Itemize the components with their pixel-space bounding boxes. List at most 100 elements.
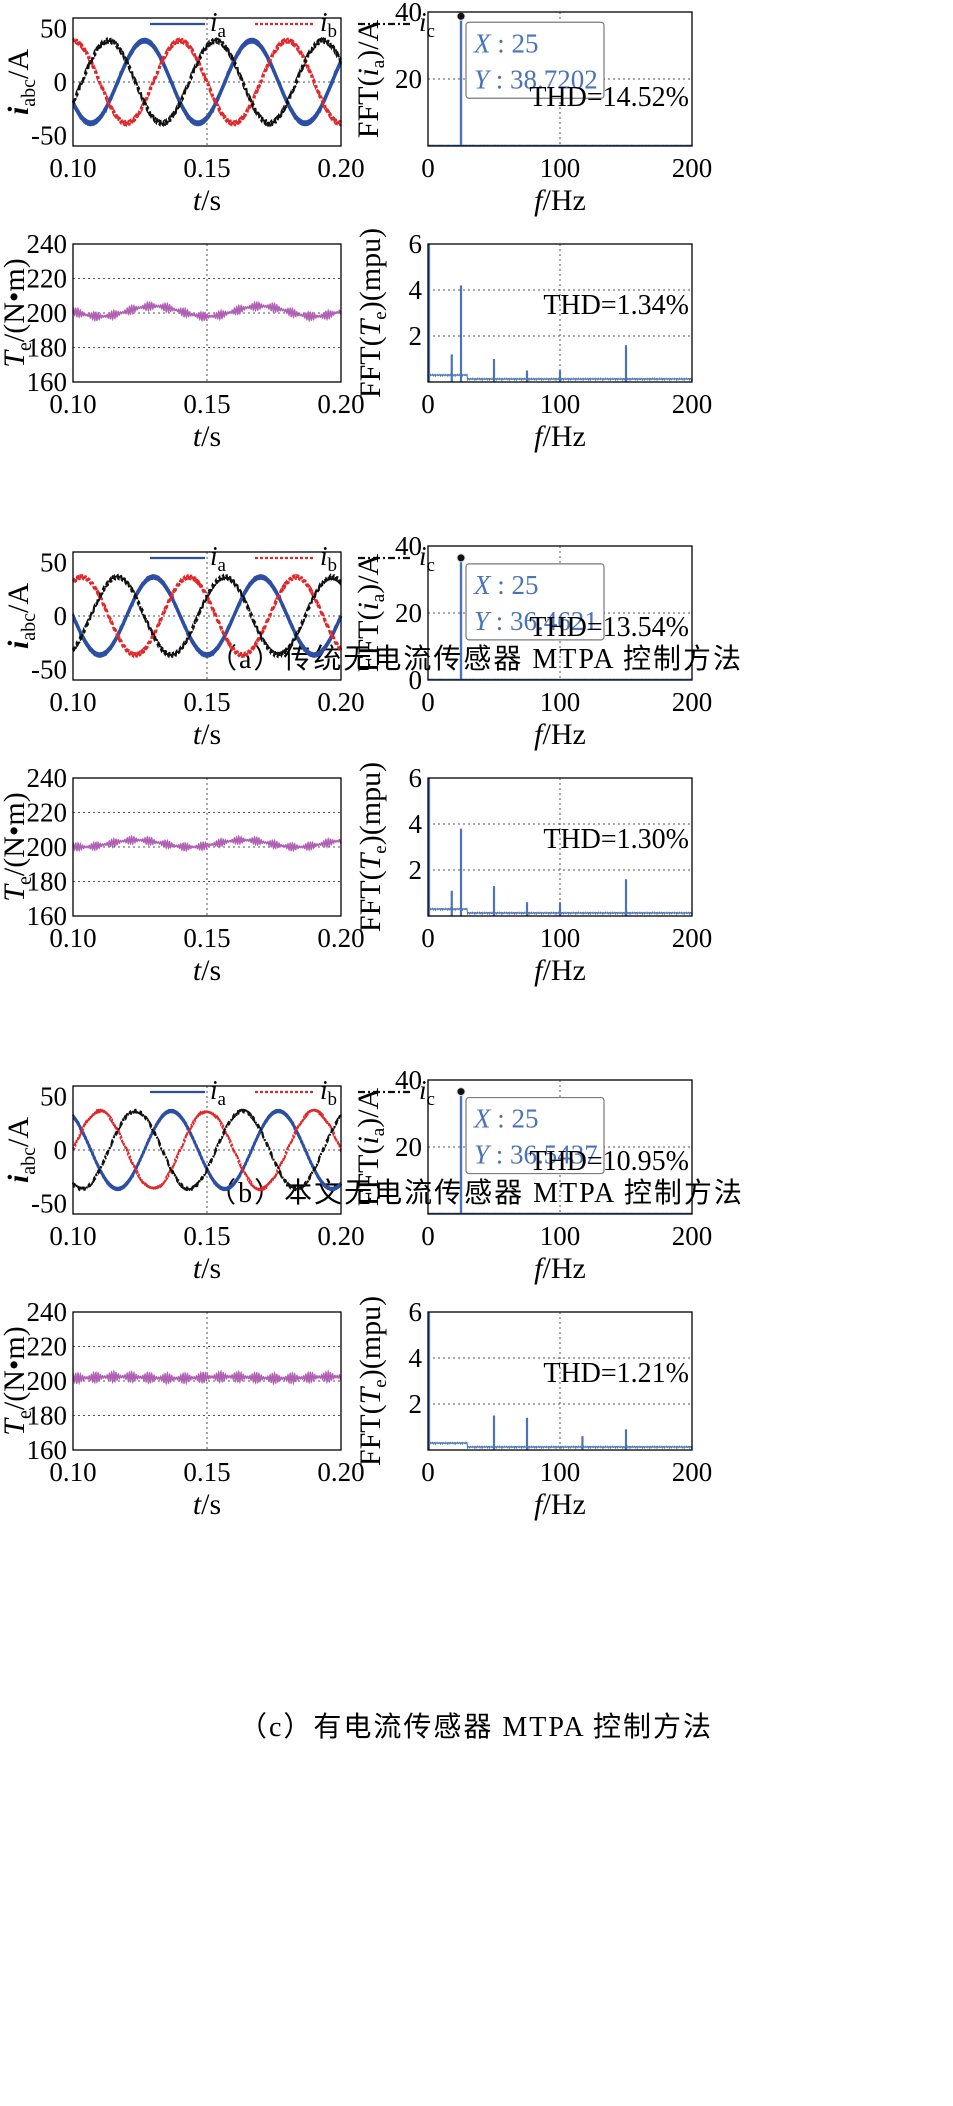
torque-fft-ytick-2: 6 <box>409 1297 423 1327</box>
legend-label-ia: ia <box>210 7 227 42</box>
torque-fft-2-frame <box>427 1311 693 1451</box>
torque-fft-ytick-1: 4 <box>409 275 423 305</box>
torque-fft-xlabel: f/Hz <box>534 1488 586 1521</box>
current-fft-1-frame <box>427 545 693 681</box>
torque-ytick-2: 200 <box>27 298 68 328</box>
torque-xtick-2: 0.20 <box>317 389 364 419</box>
torque-ylabel: Te/(N•m) <box>0 1326 36 1435</box>
torque-xtick-1: 0.15 <box>183 389 230 419</box>
figure-caption: （a）传统无电流传感器 MTPA 控制方法 <box>209 643 743 675</box>
legend-label-ib: ib <box>320 7 337 42</box>
current-fft-xtick-0: 0 <box>421 687 435 717</box>
current-fft-ytick-0: 20 <box>395 1132 422 1162</box>
current-xlabel: t/s <box>193 184 221 217</box>
current-plot-0-frame <box>72 17 342 147</box>
current-fft-ytick-0: 0 <box>409 665 423 695</box>
current-fft-xtick-0: 0 <box>421 1221 435 1251</box>
torque-ylabel: Te/(N•m) <box>0 258 36 367</box>
current-ylabel: iabc/A <box>2 1117 40 1183</box>
current-ytick-2: 50 <box>40 1082 67 1112</box>
torque-series-1 <box>72 834 342 853</box>
torque-ytick-4: 240 <box>27 763 68 793</box>
torque-fft-ytick-0: 2 <box>409 321 423 351</box>
current-fft-xtick-0: 0 <box>421 153 435 183</box>
torque-fft-ytick-2: 6 <box>409 763 423 793</box>
current-fft-ytick-1: 40 <box>395 1065 422 1095</box>
torque-fft-ytick-2: 6 <box>409 229 423 259</box>
datatip-y: Y : 38.7202 <box>474 64 598 94</box>
current-xtick-0: 0.10 <box>49 687 96 717</box>
datatip-y: Y : 36.4621 <box>474 606 598 636</box>
current-xlabel: t/s <box>193 718 221 751</box>
current-series-ic-2 <box>71 1108 342 1192</box>
current-fft-xlabel: f/Hz <box>534 184 586 217</box>
thd-label: THD=13.54% <box>529 612 689 643</box>
current-ylabel: iabc/A <box>2 583 40 649</box>
datatip-box <box>465 1096 605 1175</box>
current-ytick-0: -50 <box>31 120 67 150</box>
torque-ytick-3: 220 <box>27 264 68 294</box>
current-fft-xtick-1: 100 <box>540 153 581 183</box>
current-series-ic-1 <box>71 573 342 659</box>
torque-ytick-1: 180 <box>27 867 68 897</box>
torque-fft-xtick-0: 0 <box>421 923 435 953</box>
datatip-marker <box>456 1087 466 1097</box>
torque-xlabel: t/s <box>193 420 221 453</box>
torque-ytick-0: 160 <box>27 1435 68 1465</box>
current-series-ic-0 <box>71 36 342 128</box>
datatip-box <box>465 563 605 641</box>
current-xtick-2: 0.20 <box>317 687 364 717</box>
torque-fft-xtick-0: 0 <box>421 389 435 419</box>
panel-group-1: ia ib ic -50 0 50 0.10 0.15 0.20 t/s iabc/A X : 25 Y… <box>0 531 742 1209</box>
torque-fft-xtick-1: 100 <box>540 389 581 419</box>
torque-fft-ytick-1: 4 <box>409 1343 423 1373</box>
legend-label-ib: ib <box>320 1075 337 1110</box>
current-xtick-2: 0.20 <box>317 153 364 183</box>
datatip-x: X : 25 <box>473 570 539 600</box>
current-fft-ytick-0: 20 <box>395 64 422 94</box>
current-fft-xtick-1: 100 <box>540 687 581 717</box>
torque-fft-ytick-1: 4 <box>409 809 423 839</box>
torque-series-2 <box>72 1369 342 1386</box>
torque-fft-xlabel: f/Hz <box>534 954 586 987</box>
torque-xlabel: t/s <box>193 1488 221 1521</box>
torque-fft-xtick-0: 0 <box>421 1457 435 1487</box>
panel-group-0: ia ib ic -50 0 50 0.10 0.15 0.20 t/s iabc/A X : 25 Y… <box>0 0 743 675</box>
current-ytick-2: 50 <box>40 548 67 578</box>
thd-label: THD=14.52% <box>529 82 689 113</box>
current-xtick-1: 0.15 <box>183 153 230 183</box>
current-xtick-0: 0.10 <box>49 153 96 183</box>
torque-fft-0-frame <box>427 243 693 383</box>
current-fft-ylabel: FFT(ia)/A <box>352 19 389 138</box>
current-series-ia-0 <box>71 37 343 127</box>
datatip-box <box>465 21 605 99</box>
torque-xlabel: t/s <box>193 954 221 987</box>
torque-fft-ylabel: FFT(Te)(mpu) <box>354 1296 391 1466</box>
current-xtick-0: 0.10 <box>49 1221 96 1251</box>
current-series-ib-0 <box>72 37 343 128</box>
torque-ytick-2: 200 <box>27 1366 68 1396</box>
torque-fft-xtick-1: 100 <box>540 1457 581 1487</box>
torque-ylabel: Te/(N•m) <box>0 792 36 901</box>
torque-xtick-2: 0.20 <box>317 923 364 953</box>
legend-label-ia: ia <box>210 1075 227 1110</box>
thd-label: THD=1.21% <box>543 1358 689 1389</box>
torque-ytick-2: 200 <box>27 832 68 862</box>
current-fft-ytick-2: 40 <box>395 531 422 561</box>
torque-ytick-3: 220 <box>27 798 68 828</box>
datatip-marker <box>456 553 466 563</box>
torque-ytick-0: 160 <box>27 367 68 397</box>
current-xtick-1: 0.15 <box>183 1221 230 1251</box>
legend-label-ib: ib <box>320 541 337 576</box>
legend-label-ic: ic <box>419 541 435 576</box>
torque-plot-1-frame <box>72 777 342 917</box>
current-fft-xtick-1: 100 <box>540 1221 581 1251</box>
torque-ytick-3: 220 <box>27 1332 68 1362</box>
datatip-marker <box>456 11 466 21</box>
torque-series-0 <box>72 300 342 323</box>
current-fft-2-frame <box>427 1079 693 1215</box>
torque-fft-1-frame <box>427 777 693 917</box>
current-fft-xtick-2: 200 <box>672 1221 713 1251</box>
torque-fft-xlabel: f/Hz <box>534 420 586 453</box>
torque-xtick-0: 0.10 <box>49 923 96 953</box>
